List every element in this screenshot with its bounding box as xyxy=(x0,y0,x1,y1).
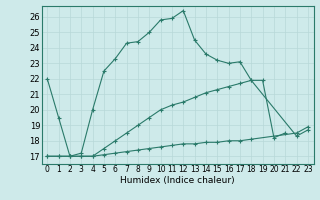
X-axis label: Humidex (Indice chaleur): Humidex (Indice chaleur) xyxy=(120,176,235,185)
